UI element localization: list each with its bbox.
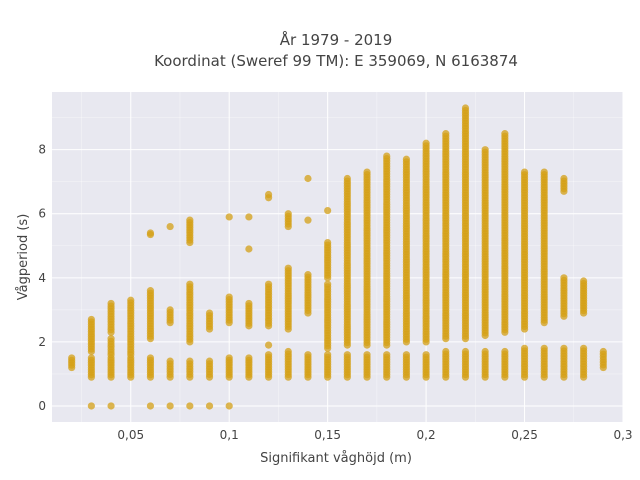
scatter-point xyxy=(324,280,332,288)
scatter-point xyxy=(442,347,450,356)
scatter-point xyxy=(166,306,174,314)
scatter-point xyxy=(245,354,253,362)
scatter-point xyxy=(304,271,312,279)
scatter-point xyxy=(264,190,273,199)
y-axis-title: Vågperiod (s) xyxy=(16,214,31,301)
scatter-point xyxy=(481,146,489,154)
scatter-point xyxy=(520,344,529,352)
x-tick-label: 0,2 xyxy=(417,428,436,442)
x-tick-label: 0,15 xyxy=(314,428,341,442)
scatter-point xyxy=(284,210,292,218)
scatter-point xyxy=(264,351,273,359)
scatter-point xyxy=(107,335,115,343)
scatter-point xyxy=(186,402,194,410)
scatter-point xyxy=(540,168,548,176)
scatter-point xyxy=(422,139,430,147)
plot-area xyxy=(52,92,623,422)
y-tick-label: 4 xyxy=(38,271,46,285)
data-points xyxy=(68,104,607,410)
scatter-point xyxy=(245,299,253,308)
scatter-point xyxy=(304,351,312,359)
scatter-point xyxy=(186,357,194,365)
scatter-point xyxy=(146,229,155,237)
x-tick-label: 0,1 xyxy=(220,428,239,442)
scatter-point xyxy=(324,238,332,247)
y-tick-label: 8 xyxy=(38,143,46,157)
scatter-point xyxy=(501,347,509,356)
scatter-point xyxy=(225,293,233,301)
scatter-point xyxy=(284,264,292,272)
scatter-point xyxy=(383,351,391,359)
scatter-point xyxy=(87,354,95,362)
y-tick-label: 0 xyxy=(38,399,46,413)
scatter-point xyxy=(186,216,194,224)
scatter-point xyxy=(324,351,332,359)
x-axis-title: Signifikant våghöjd (m) xyxy=(260,451,412,466)
scatter-point xyxy=(205,309,214,317)
scatter-point xyxy=(264,341,273,349)
scatter-point xyxy=(245,245,253,253)
scatter-point xyxy=(284,347,292,356)
y-tick-label: 6 xyxy=(38,207,46,221)
scatter-point xyxy=(580,344,588,352)
scatter-point xyxy=(87,402,95,410)
y-tick-label: 2 xyxy=(38,335,46,349)
scatter-point xyxy=(402,155,411,163)
scatter-point xyxy=(520,168,529,176)
scatter-point xyxy=(225,402,233,410)
scatter-point xyxy=(402,351,411,359)
x-axis-ticks: 0,05 0,1 0,15 0,2 0,25 0,3 xyxy=(117,428,632,442)
scatter-point xyxy=(107,299,115,308)
scatter-point xyxy=(343,174,351,183)
scatter-point xyxy=(363,168,371,176)
scatter-point xyxy=(146,354,155,362)
scatter-point xyxy=(580,277,588,285)
scatter-point xyxy=(166,222,174,231)
scatter-point xyxy=(324,206,332,215)
x-tick-label: 0,05 xyxy=(117,428,144,442)
scatter-point xyxy=(68,354,76,362)
scatter-point xyxy=(461,104,470,112)
x-tick-label: 0,3 xyxy=(613,428,632,442)
scatter-point xyxy=(304,174,312,183)
scatter-point xyxy=(186,280,194,288)
scatter-point xyxy=(540,344,548,352)
scatter-point xyxy=(245,213,253,221)
scatter-point xyxy=(343,351,351,359)
x-tick-label: 0,25 xyxy=(511,428,538,442)
scatter-point xyxy=(422,351,430,359)
scatter-point xyxy=(304,216,312,224)
scatter-point xyxy=(205,357,214,365)
scatter-point xyxy=(146,402,155,410)
scatter-point xyxy=(146,287,155,295)
scatter-point xyxy=(107,402,115,410)
scatter-point xyxy=(87,315,95,324)
scatter-point xyxy=(264,280,273,288)
scatter-point xyxy=(560,274,568,282)
y-axis-ticks: 0 2 4 6 8 xyxy=(38,143,46,413)
scatter-point xyxy=(560,174,568,183)
scatter-point xyxy=(127,296,135,304)
chart-title-line1: År 1979 - 2019 xyxy=(280,30,393,49)
scatter-point xyxy=(501,130,509,138)
scatter-point xyxy=(599,347,607,356)
scatter-point xyxy=(205,402,214,410)
scatter-point xyxy=(383,152,391,160)
scatter-point xyxy=(166,402,174,410)
scatter-point xyxy=(225,213,233,221)
scatter-point xyxy=(481,347,489,356)
chart-title-line2: Koordinat (Sweref 99 TM): E 359069, N 61… xyxy=(154,52,518,70)
scatter-point xyxy=(442,130,450,138)
scatter-point xyxy=(225,354,233,362)
scatter-point xyxy=(560,344,568,352)
scatter-point xyxy=(166,357,174,365)
scatter-point xyxy=(461,347,470,356)
scatter-point xyxy=(363,351,371,359)
